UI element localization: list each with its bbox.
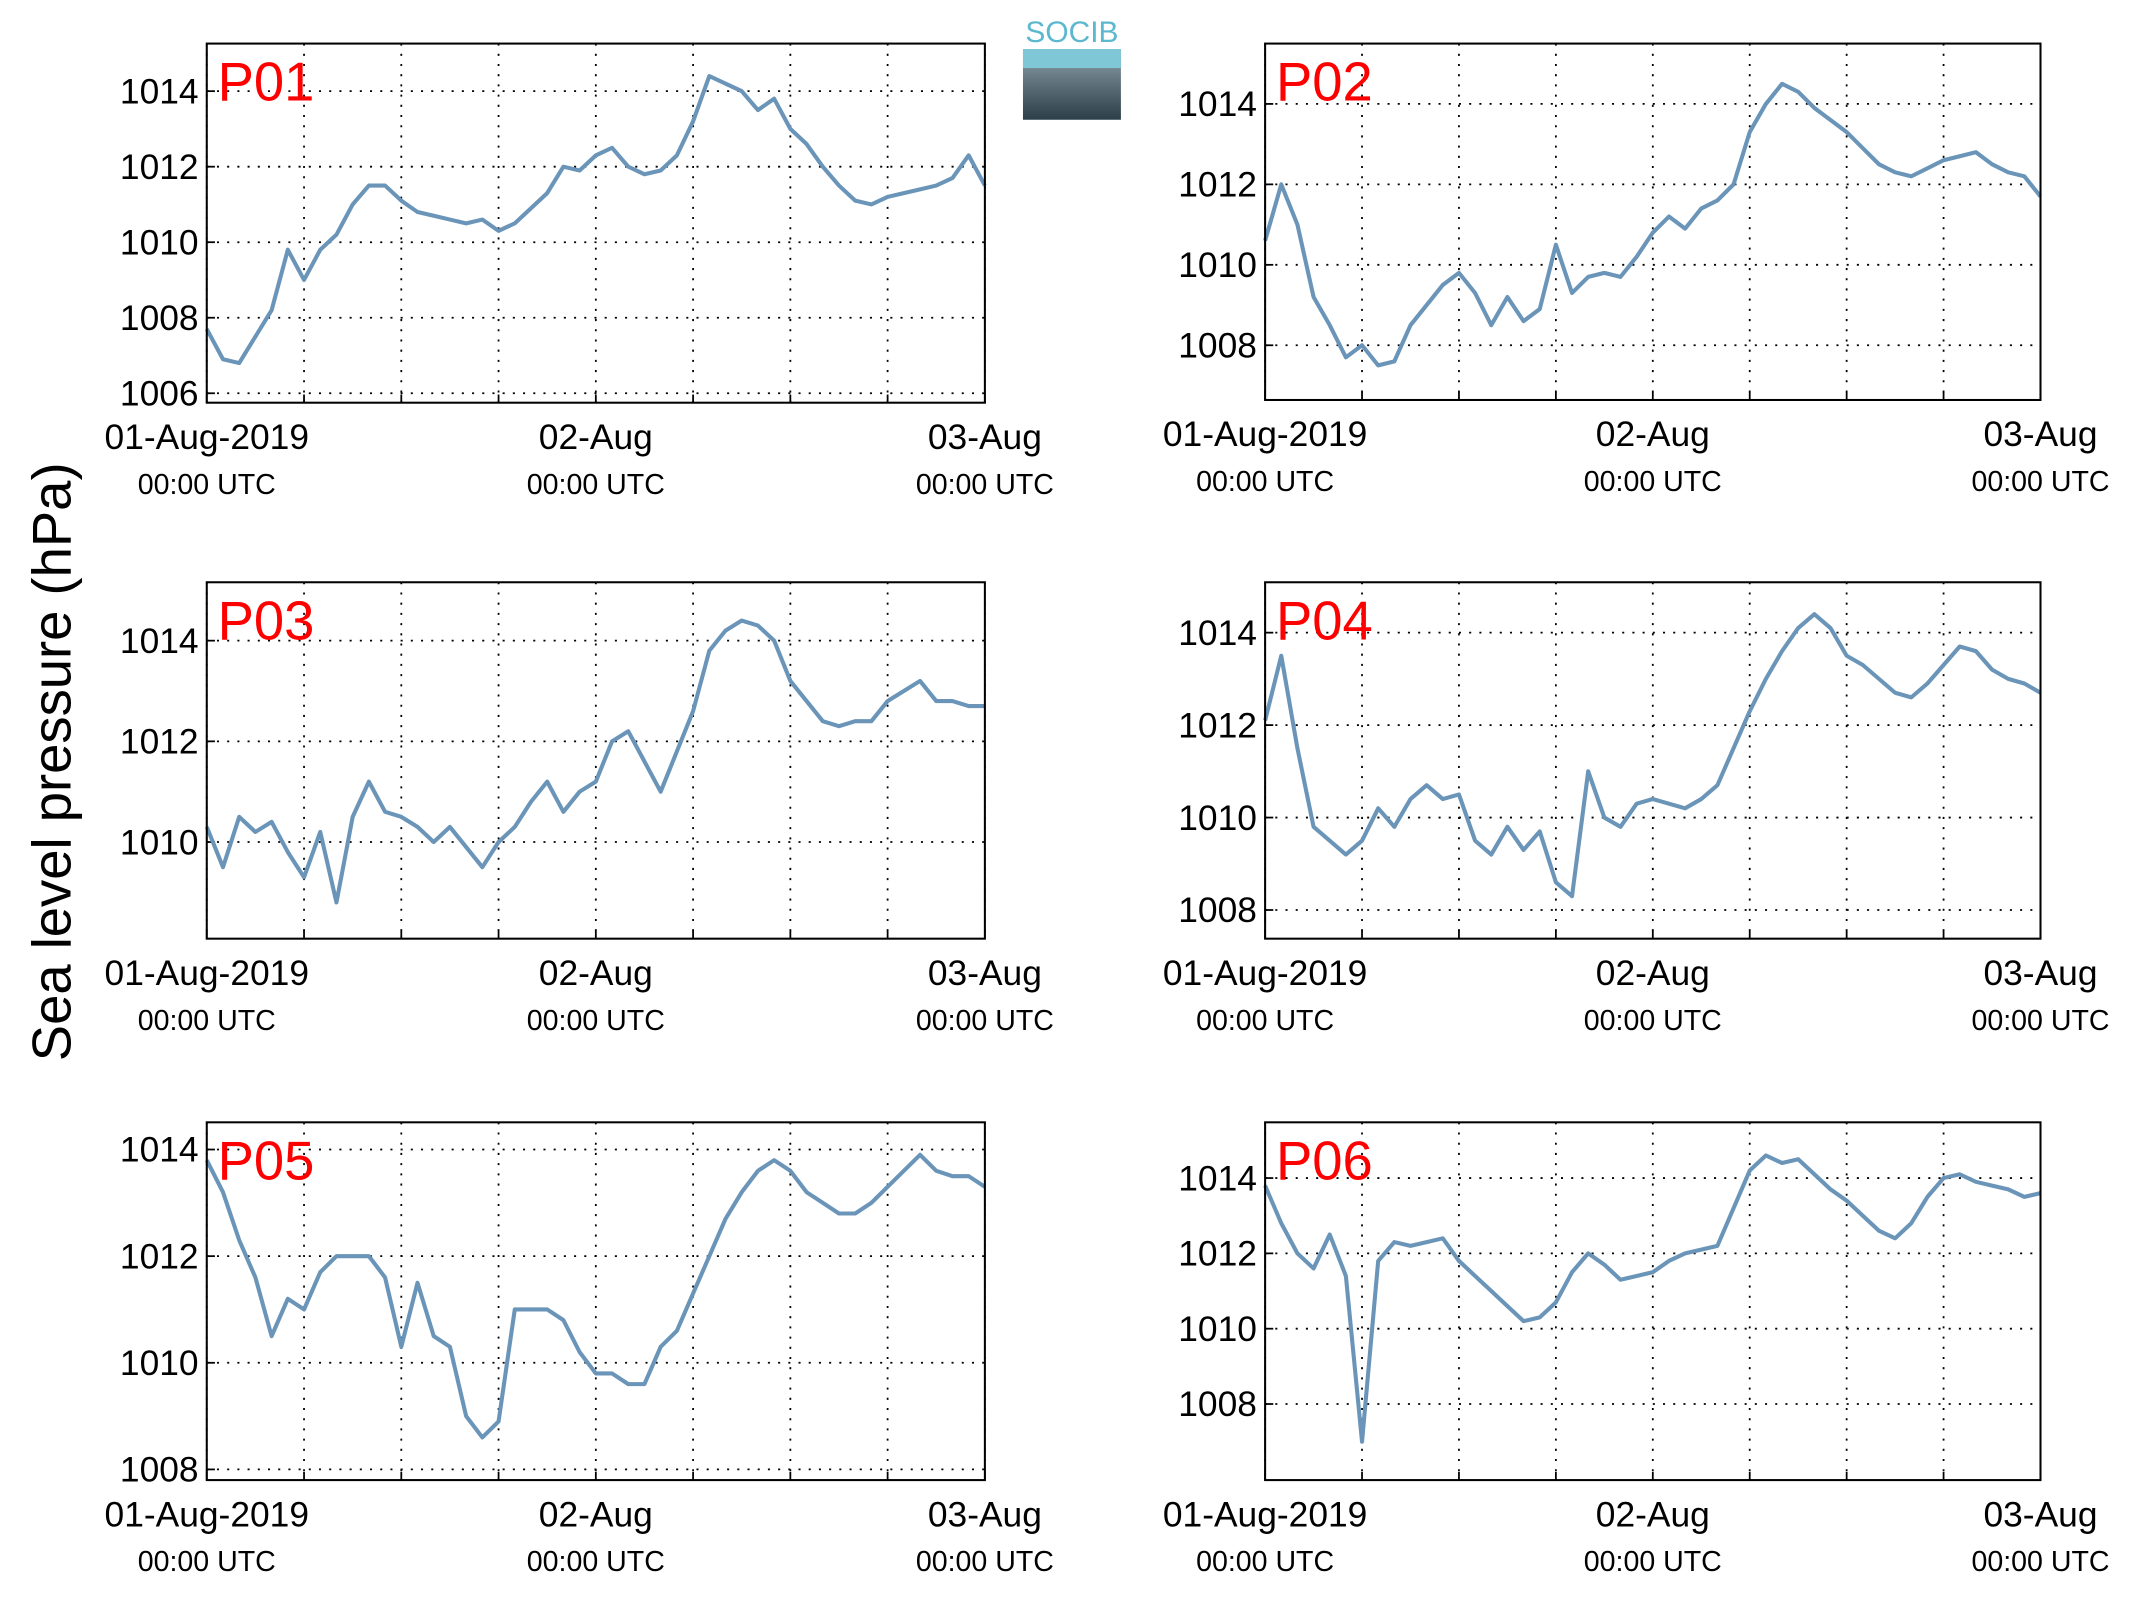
y-tick-label: 1014 (1178, 614, 1257, 653)
y-tick-label: 1014 (120, 1131, 199, 1170)
y-tick-label: 1012 (1178, 706, 1257, 745)
plot-frame (1264, 42, 2042, 402)
x-tick-label: 01-Aug-2019 (105, 954, 309, 993)
y-tick-label: 1008 (120, 299, 199, 338)
x-tick-sublabel: 00:00 UTC (1971, 1546, 2109, 1578)
y-tick-label: 1014 (120, 72, 199, 111)
panel-title: P04 (1276, 590, 1373, 651)
x-tick-sublabel: 00:00 UTC (916, 1546, 1054, 1578)
x-tick-label: 03-Aug (1983, 415, 2097, 454)
y-tick-label: 1012 (120, 148, 199, 187)
x-tick-sublabel: 00:00 UTC (1584, 1546, 1722, 1578)
x-tick-sublabel: 00:00 UTC (138, 1005, 276, 1037)
y-tick-label: 1006 (120, 375, 199, 414)
x-tick-sublabel: 00:00 UTC (1584, 1005, 1722, 1037)
x-tick-sublabel: 00:00 UTC (1584, 466, 1722, 498)
plot-area (1265, 43, 2041, 400)
y-tick-label: 1014 (1178, 85, 1257, 124)
x-tick-label: 02-Aug (539, 1495, 653, 1534)
panel-title: P01 (218, 52, 315, 113)
y-tick-label: 1014 (1178, 1159, 1257, 1198)
x-tick-sublabel: 00:00 UTC (1196, 1005, 1334, 1037)
plot-frame (1264, 581, 2042, 940)
x-tick-sublabel: 00:00 UTC (1196, 466, 1334, 498)
y-tick-label: 1008 (1178, 891, 1257, 930)
x-tick-label: 01-Aug-2019 (105, 1495, 309, 1534)
plot-area (206, 43, 985, 403)
panel-title: P03 (218, 590, 315, 651)
x-tick-sublabel: 00:00 UTC (916, 469, 1054, 501)
x-tick-label: 03-Aug (928, 1495, 1042, 1534)
x-tick-sublabel: 00:00 UTC (527, 469, 665, 501)
x-tick-sublabel: 00:00 UTC (1971, 1005, 2109, 1037)
plot-area (206, 582, 985, 939)
y-tick-label: 1008 (120, 1451, 199, 1490)
data-line (204, 74, 987, 366)
data-line (204, 1152, 987, 1440)
panel-title: P06 (1276, 1130, 1373, 1191)
x-tick-label: 01-Aug-2019 (1163, 954, 1367, 993)
plot-area (1265, 1122, 2041, 1481)
data-line (1263, 81, 2043, 368)
y-tick-label: 1010 (1178, 246, 1257, 285)
data-line (1263, 1153, 2041, 1444)
x-tick-label: 01-Aug-2019 (105, 418, 309, 457)
y-tick-label: 1012 (120, 1237, 199, 1276)
x-tick-sublabel: 00:00 UTC (1971, 466, 2109, 498)
x-tick-label: 02-Aug (1596, 415, 1710, 454)
x-tick-label: 01-Aug-2019 (1163, 1495, 1367, 1534)
y-tick-label: 1010 (1178, 799, 1257, 838)
data-line (204, 618, 985, 905)
plot-area (1265, 582, 2041, 939)
x-tick-sublabel: 00:00 UTC (1196, 1546, 1334, 1578)
x-tick-label: 02-Aug (1596, 954, 1710, 993)
panel-title: P05 (218, 1130, 315, 1191)
y-tick-label: 1008 (1178, 327, 1257, 366)
x-tick-label: 02-Aug (539, 954, 653, 993)
x-tick-label: 02-Aug (539, 418, 653, 457)
logo-band (1022, 49, 1121, 69)
y-tick-label: 1012 (1178, 166, 1257, 205)
x-tick-label: 03-Aug (1983, 954, 2097, 993)
x-tick-label: 03-Aug (928, 418, 1042, 457)
y-tick-label: 1014 (120, 622, 199, 661)
x-tick-sublabel: 00:00 UTC (138, 469, 276, 501)
plot-frame (205, 581, 986, 940)
x-tick-label: 03-Aug (928, 954, 1042, 993)
y-tick-label: 1010 (120, 1344, 199, 1383)
logo: SOCIB (1022, 16, 1121, 120)
panel-title: P02 (1276, 52, 1373, 113)
y-tick-label: 1008 (1178, 1385, 1257, 1424)
x-tick-sublabel: 00:00 UTC (527, 1546, 665, 1578)
x-tick-label: 03-Aug (1983, 1495, 2097, 1534)
x-tick-sublabel: 00:00 UTC (138, 1546, 276, 1578)
plot-frame (205, 42, 986, 404)
y-tick-label: 1010 (1178, 1310, 1257, 1349)
logo-text: SOCIB (1025, 16, 1118, 49)
y-tick-label: 1012 (1178, 1235, 1257, 1274)
data-line (1263, 612, 2042, 899)
y-tick-label: 1010 (120, 823, 199, 862)
plot-frame (1264, 1121, 2042, 1482)
x-tick-sublabel: 00:00 UTC (916, 1005, 1054, 1037)
plot-frame (205, 1121, 986, 1482)
y-tick-label: 1010 (120, 223, 199, 262)
x-tick-label: 02-Aug (1596, 1495, 1710, 1534)
y-tick-label: 1012 (120, 723, 199, 762)
x-tick-sublabel: 00:00 UTC (527, 1005, 665, 1037)
plot-area (206, 1122, 985, 1481)
y-axis-label: Sea level pressure (hPa) (22, 462, 83, 1061)
x-tick-label: 01-Aug-2019 (1163, 415, 1367, 454)
